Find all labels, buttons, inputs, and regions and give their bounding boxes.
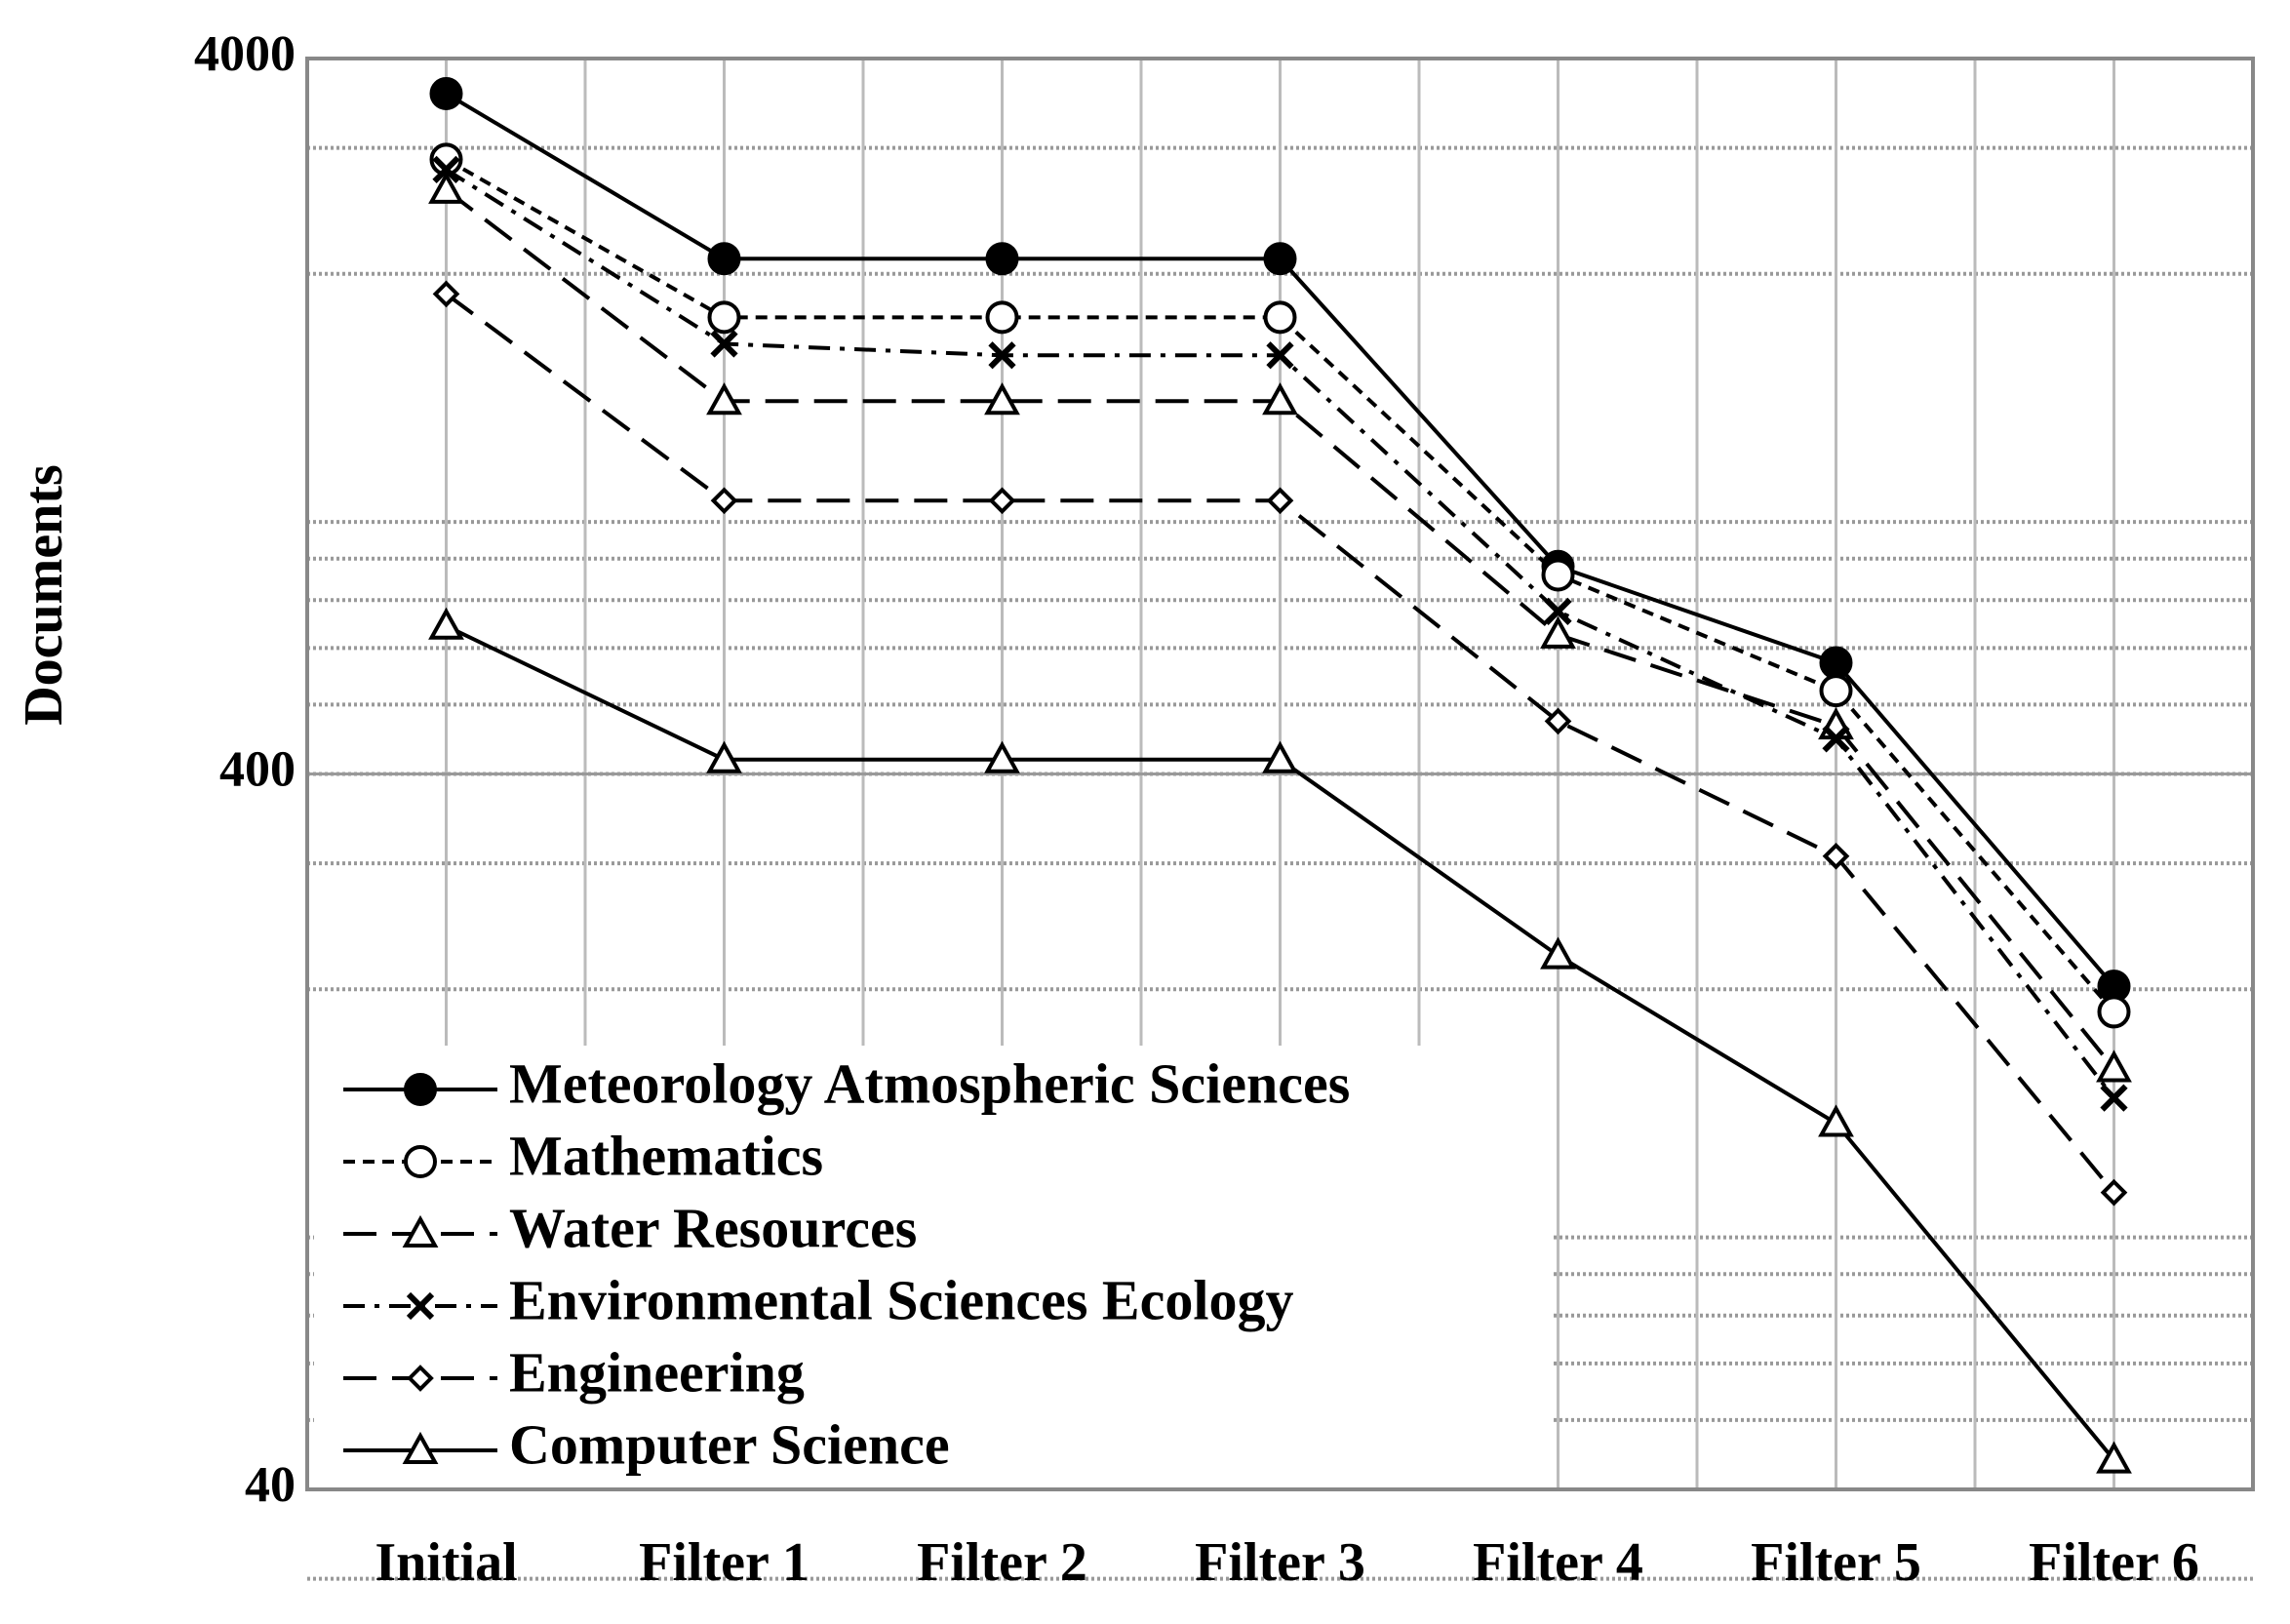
marker — [428, 171, 464, 204]
x-tick-label: Filter 2 — [917, 1532, 1087, 1593]
legend-label: Environmental Sciences Ecology — [509, 1268, 1293, 1331]
marker — [404, 1145, 437, 1178]
marker — [1819, 646, 1853, 680]
marker — [710, 330, 738, 358]
y-axis-label: Documents — [14, 464, 74, 726]
x-tick-label: Filter 1 — [639, 1532, 809, 1593]
marker — [1818, 1104, 1854, 1137]
x-tick-label: Initial — [375, 1532, 517, 1593]
marker — [707, 242, 741, 276]
marker — [1540, 936, 1576, 970]
marker — [1262, 382, 1298, 416]
marker — [1822, 725, 1850, 753]
marker — [988, 487, 1016, 515]
marker — [429, 76, 463, 110]
marker — [2100, 1084, 2128, 1112]
marker — [1266, 341, 1294, 370]
marker — [1822, 842, 1850, 870]
legend-label: Meteorology Atmospheric Sciences — [509, 1051, 1350, 1115]
marker — [406, 1291, 435, 1321]
marker — [706, 740, 742, 773]
marker — [402, 1214, 439, 1248]
y-tick-label: 40 — [245, 1457, 296, 1513]
x-tick-label: Filter 6 — [2029, 1532, 2199, 1593]
marker — [1266, 487, 1294, 515]
marker — [407, 1365, 434, 1392]
y-tick-label: 4000 — [194, 26, 296, 82]
y-tick-label: 400 — [219, 741, 296, 797]
x-tick-label: Filter 5 — [1751, 1532, 1921, 1593]
x-tick-label: Filter 3 — [1195, 1532, 1365, 1593]
marker — [2097, 995, 2131, 1029]
marker — [432, 280, 460, 308]
marker — [2096, 1441, 2132, 1474]
x-tick-label: Filter 4 — [1473, 1532, 1643, 1593]
marker — [985, 242, 1019, 276]
marker — [1263, 242, 1297, 276]
legend-label: Water Resources — [509, 1196, 917, 1259]
marker — [402, 1431, 439, 1464]
marker — [1544, 707, 1572, 735]
marker — [1544, 597, 1572, 625]
marker — [985, 300, 1019, 335]
marker — [432, 155, 460, 183]
marker — [706, 382, 742, 416]
marker — [1263, 300, 1297, 335]
marker — [707, 300, 741, 335]
legend-box — [314, 1046, 1553, 1487]
marker — [1540, 615, 1576, 649]
marker — [988, 341, 1016, 370]
marker — [1819, 674, 1853, 708]
legend-label: Mathematics — [509, 1124, 823, 1187]
plot-frame — [305, 57, 2255, 1491]
legend-label: Computer Science — [509, 1412, 950, 1476]
marker — [1541, 558, 1575, 592]
marker — [984, 382, 1020, 416]
marker — [1262, 740, 1298, 773]
marker — [2096, 1050, 2132, 1083]
marker — [984, 740, 1020, 773]
marker — [710, 487, 738, 515]
marker — [404, 1073, 437, 1106]
marker — [428, 607, 464, 640]
legend-label: Engineering — [509, 1340, 805, 1404]
marker — [2100, 1178, 2128, 1207]
